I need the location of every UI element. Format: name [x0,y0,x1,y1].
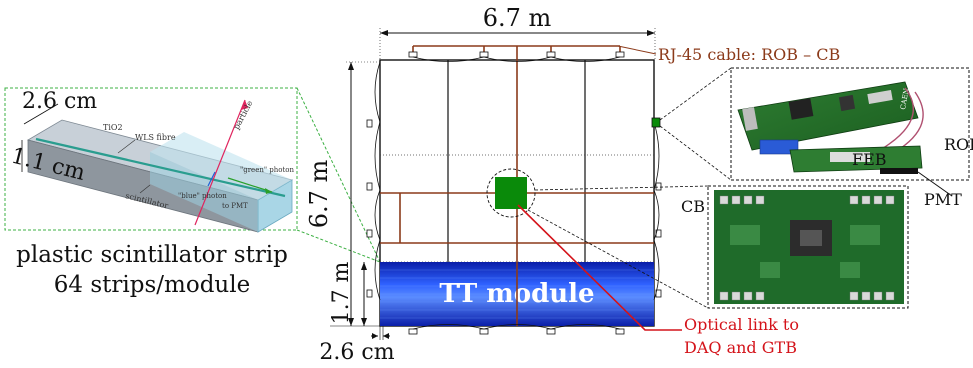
cable-loops [374,56,660,330]
cb-marker [495,177,527,209]
inset-connector-top [296,87,381,263]
particle-track [194,99,246,226]
strip-inset: 2.6 cm 1.1 cm TiO2 WLS fibre particle sc… [4,87,298,233]
pmt-shape [880,168,918,174]
caen-logo: CAEN [899,88,911,111]
rob-label: ROB [944,135,973,154]
detector-wall: 6.7 m 6.7 m 1.7 m 2.6 cm [305,4,682,365]
optical-label-line2: DAQ and GTB [684,338,797,357]
cable-label: RJ-45 cable: ROB – CB [658,45,840,64]
strip-dim-width: 2.6 cm [22,89,97,114]
wls-fibre-label: WLS fibre [135,133,176,142]
height-dim-label: 6.7 m [305,159,333,228]
rob-photo: CAEN ROB FEB [730,67,973,181]
connector-boxes [366,51,662,335]
green-photon-label: "green" photon [240,166,295,174]
width-dim-label: 6.7 m [483,4,552,32]
caption-strip-line2: 64 strips/module [54,272,250,298]
green-photon-ray [227,177,273,193]
cb-photo [707,185,909,309]
rob-position-marker [651,117,661,128]
to-pmt-label: to PMT [222,202,248,210]
feb-label: FEB [852,150,887,169]
scintillator-section [150,132,292,200]
blue-photon-label: "blue" photon [178,192,227,200]
caption-strip-line1: plastic scintillator strip [16,242,288,268]
tio2-label: TiO2 [103,123,123,132]
wls-fibre-line [35,137,286,198]
blue-photon-ray [207,171,216,187]
module-dim-label: 1.7 m [329,261,354,324]
rj45-cables [380,45,654,326]
pmt-label: PMT [924,190,962,209]
cb-label: CB [681,197,705,216]
optical-link-line [517,204,682,331]
optical-label-line1: Optical link to [684,315,799,334]
cb-highlight-circle [486,168,536,218]
strip-width-bottom-label: 2.6 cm [319,340,394,364]
cable-label-leader [617,45,657,55]
